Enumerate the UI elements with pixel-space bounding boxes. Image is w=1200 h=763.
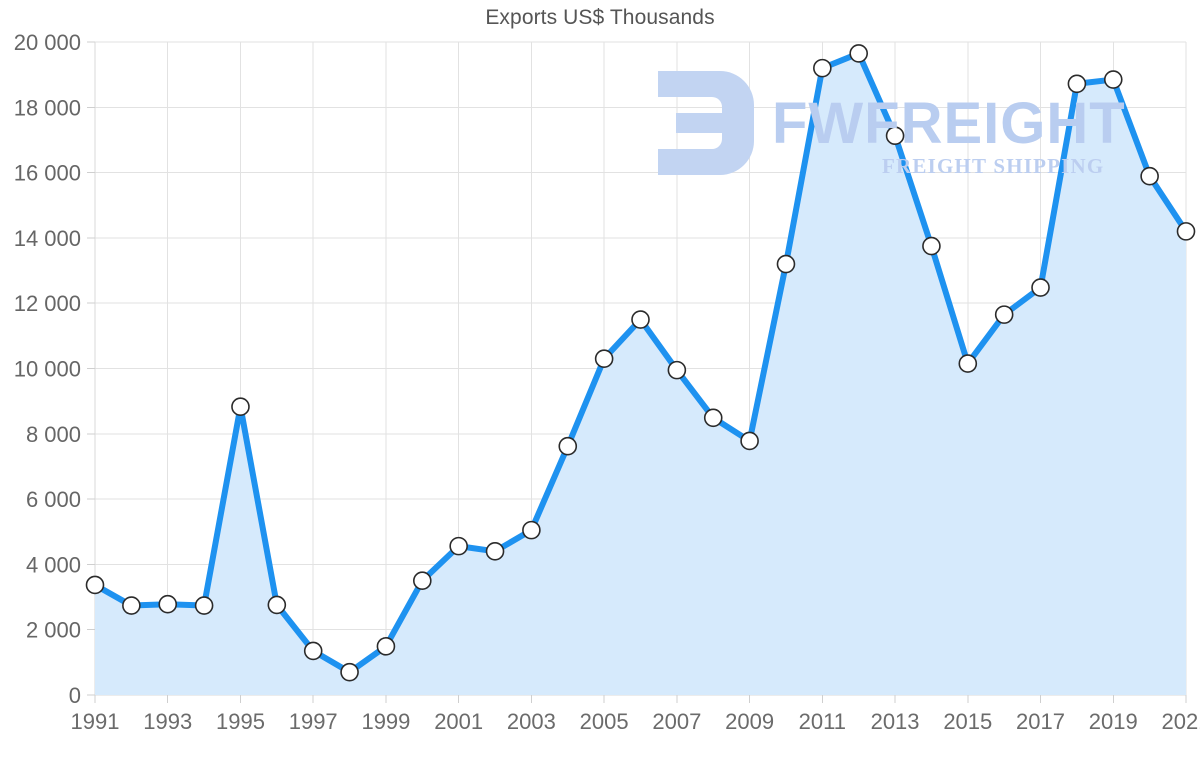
data-point-marker[interactable] xyxy=(194,596,214,615)
data-point-marker[interactable] xyxy=(376,637,396,656)
y-axis-tick-label: 0 xyxy=(69,683,81,708)
y-axis-tick-label: 16 000 xyxy=(14,161,81,186)
data-point-marker[interactable] xyxy=(885,126,905,146)
y-axis-tick-label: 6 000 xyxy=(26,487,81,512)
x-axis-tick-label: 2007 xyxy=(652,709,701,734)
x-axis-tick-label: 1997 xyxy=(289,709,338,734)
data-point-marker[interactable] xyxy=(922,236,941,256)
data-point-marker[interactable] xyxy=(958,354,978,373)
x-axis-tick-label: 2013 xyxy=(871,709,920,734)
data-point-marker[interactable] xyxy=(558,436,578,456)
data-point-marker[interactable] xyxy=(994,305,1014,324)
data-point-marker[interactable] xyxy=(740,431,759,451)
data-point-marker[interactable] xyxy=(231,397,250,417)
y-axis-tick-label: 14 000 xyxy=(14,226,81,251)
y-axis-tick-label: 8 000 xyxy=(26,422,81,447)
data-point-marker[interactable] xyxy=(1140,166,1159,186)
data-point-marker[interactable] xyxy=(776,254,796,274)
x-axis-tick-label: 1995 xyxy=(216,709,265,734)
data-point-marker[interactable] xyxy=(522,520,541,540)
data-point-marker[interactable] xyxy=(1031,278,1050,297)
data-point-marker[interactable] xyxy=(412,571,432,591)
data-point-marker[interactable] xyxy=(1067,74,1087,94)
data-point-marker[interactable] xyxy=(1176,222,1196,241)
data-point-marker[interactable] xyxy=(340,662,359,682)
x-axis-tick-label: 2005 xyxy=(580,709,629,734)
x-axis-tick-label: 2009 xyxy=(725,709,774,734)
data-point-marker[interactable] xyxy=(449,536,468,556)
data-point-marker[interactable] xyxy=(303,641,323,661)
tickmarks xyxy=(87,41,1187,703)
chart-title: Exports US$ Thousands xyxy=(485,6,715,29)
y-axis-tick-label: 18 000 xyxy=(14,95,81,120)
data-point-marker[interactable] xyxy=(667,360,687,380)
y-axis-tick-label: 4 000 xyxy=(26,552,81,577)
series-area-fill xyxy=(95,53,1186,696)
data-point-marker[interactable] xyxy=(122,596,141,615)
data-point-marker[interactable] xyxy=(267,595,287,615)
x-axis-tick-label: 2019 xyxy=(1089,709,1138,734)
x-axis-tick-label: 2003 xyxy=(507,709,556,734)
y-axis-tick-label: 2 000 xyxy=(26,618,81,643)
x-axis-tick-label: 2015 xyxy=(943,709,992,734)
x-axis-tick-label: 2011 xyxy=(799,709,846,734)
x-axis-tick-label: 1993 xyxy=(143,709,192,734)
data-point-marker[interactable] xyxy=(849,44,869,63)
data-point-marker[interactable] xyxy=(1103,70,1123,89)
x-axis-tick-label: 2001 xyxy=(434,709,483,734)
data-point-marker[interactable] xyxy=(158,594,178,614)
x-axis-tick-label: 1991 xyxy=(71,709,120,734)
x-axis-tick-label: 2021 xyxy=(1162,709,1200,734)
y-axis-labels: 0 2 000 4 000 6 000 8 000 10 000 12 000 14 000 1… xyxy=(14,30,81,708)
data-point-marker[interactable] xyxy=(85,575,105,595)
series-markers xyxy=(85,44,1196,682)
data-point-marker[interactable] xyxy=(703,408,723,428)
x-axis-tick-label: 2017 xyxy=(1016,709,1065,734)
y-axis-tick-label: 12 000 xyxy=(14,291,81,316)
data-point-marker[interactable] xyxy=(631,310,650,329)
x-axis-tick-label: 1999 xyxy=(361,709,410,734)
y-axis-tick-label: 20 000 xyxy=(14,30,81,55)
data-point-marker[interactable] xyxy=(813,58,832,78)
data-point-marker[interactable] xyxy=(485,542,505,561)
x-axis-labels: 1991 1993 1995 1997 1999 2001 2003 2005 2007 2009… xyxy=(71,709,1200,734)
y-axis-tick-label: 10 000 xyxy=(14,357,81,382)
data-point-marker[interactable] xyxy=(594,349,614,369)
